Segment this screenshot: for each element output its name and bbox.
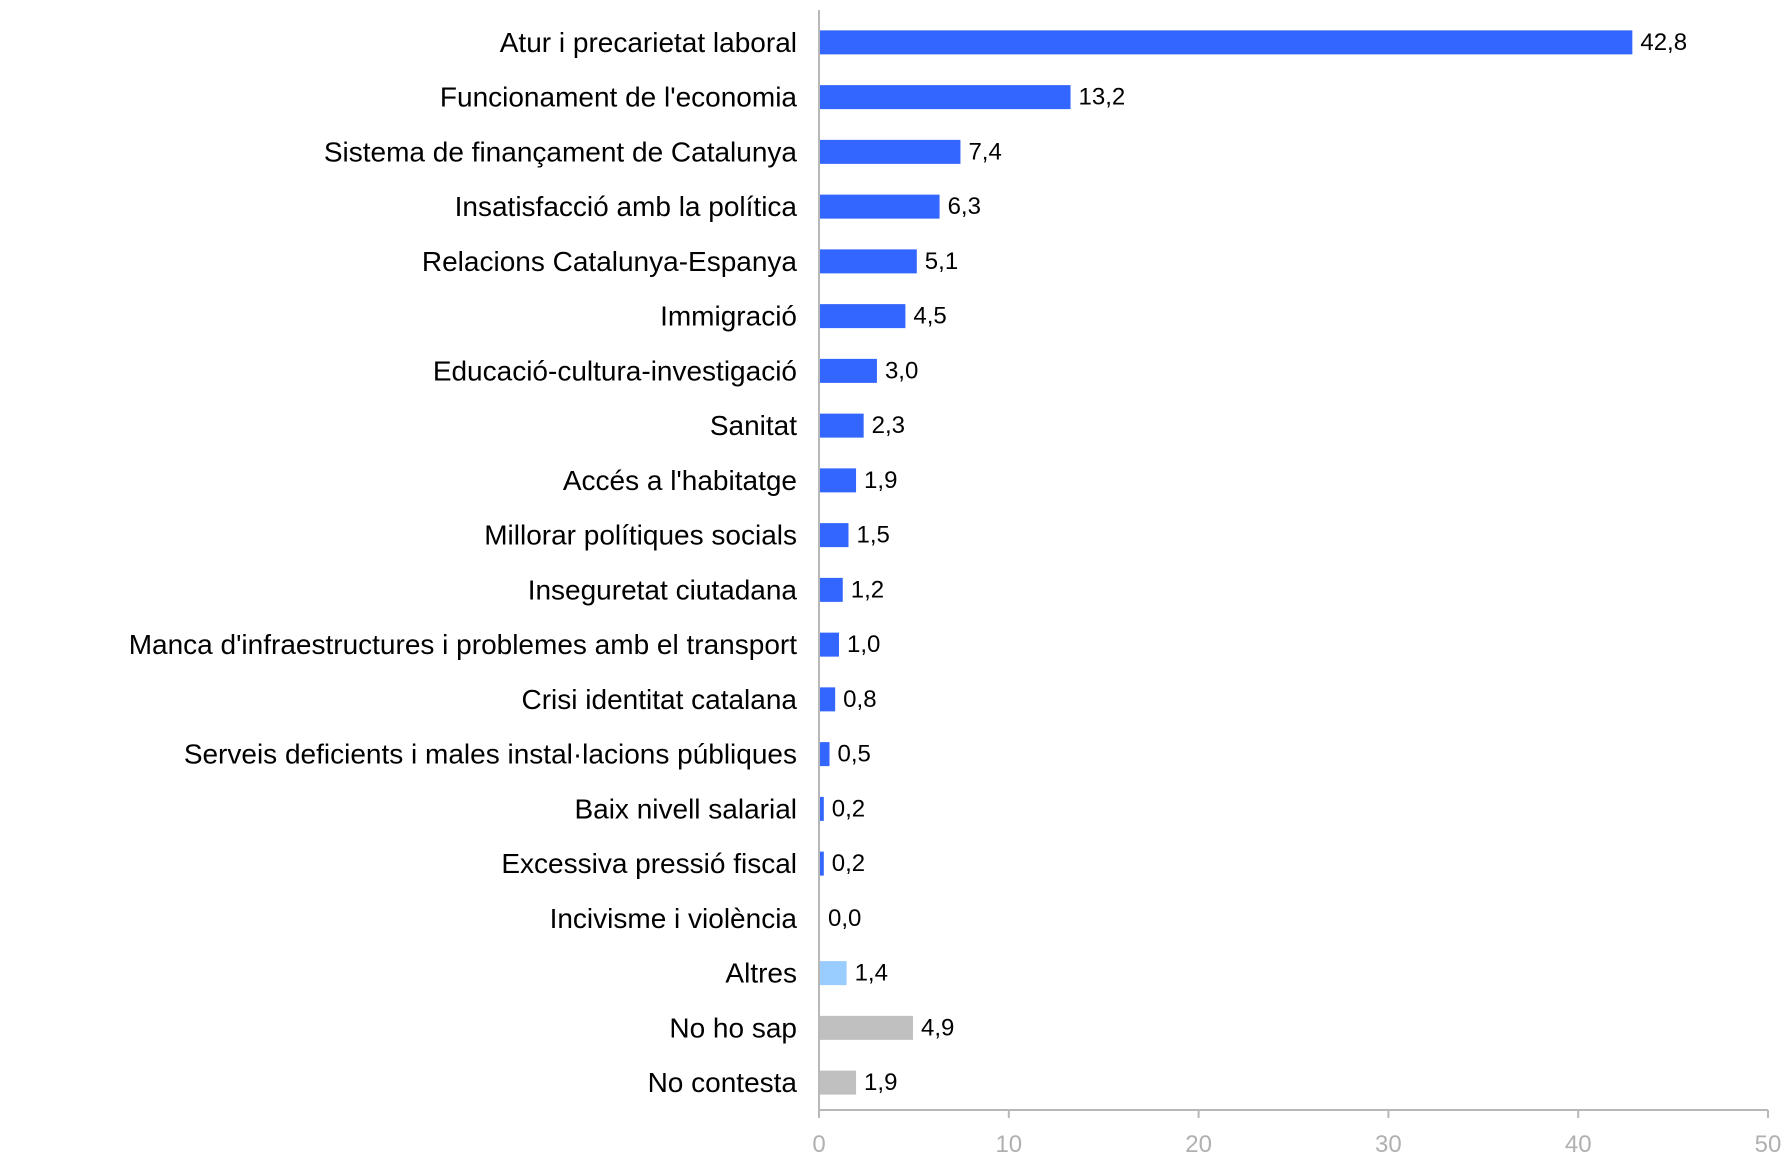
bar <box>820 687 836 712</box>
x-tick-label: 0 <box>812 1131 825 1158</box>
value-label: 5,1 <box>925 248 958 275</box>
bar <box>820 523 849 548</box>
category-label: Educació-cultura-investigació <box>433 355 797 386</box>
category-label: Sistema de finançament de Catalunya <box>324 136 798 167</box>
bar <box>820 796 824 821</box>
category-label: Manca d'infraestructures i problemes amb… <box>129 629 798 660</box>
value-label: 4,5 <box>913 303 946 330</box>
bar <box>820 632 839 657</box>
x-axis-ticks: 0 10 20 30 40 50 <box>812 1110 1781 1158</box>
bar <box>820 1070 857 1095</box>
category-label: Insatisfacció amb la política <box>455 191 798 222</box>
value-label: 1,0 <box>847 631 880 658</box>
category-label: Sanitat <box>710 410 797 441</box>
bar <box>820 194 940 219</box>
x-tick-label: 30 <box>1375 1131 1402 1158</box>
value-label: 1,4 <box>855 960 888 987</box>
category-label: Serveis deficients i males instal·lacion… <box>184 739 797 770</box>
value-label: 7,4 <box>968 138 1001 165</box>
category-label: Excessiva pressió fiscal <box>501 848 797 879</box>
bar <box>820 1015 914 1040</box>
bar <box>820 413 864 438</box>
category-label: Relacions Catalunya-Espanya <box>422 246 798 277</box>
category-label: Baix nivell salarial <box>574 793 797 824</box>
category-label: Atur i precarietat laboral <box>500 27 797 58</box>
value-label: 0,2 <box>832 795 865 822</box>
value-label: 13,2 <box>1079 84 1126 111</box>
category-label: Millorar polítiques socials <box>484 520 797 551</box>
category-label: Altres <box>725 958 797 989</box>
category-label: Crisi identitat catalana <box>522 684 798 715</box>
bar <box>820 961 847 986</box>
bar <box>820 358 877 383</box>
bar <box>820 742 830 767</box>
bar <box>820 304 906 329</box>
x-tick-label: 20 <box>1185 1131 1212 1158</box>
category-label: No ho sap <box>669 1012 797 1043</box>
category-labels: Atur i precarietat laboral Funcionament d… <box>129 27 798 1098</box>
value-label: 2,3 <box>872 412 905 439</box>
bar <box>820 85 1071 110</box>
value-label: 1,9 <box>864 1069 897 1096</box>
x-tick-label: 50 <box>1755 1131 1782 1158</box>
axes <box>818 10 1768 1111</box>
value-label: 0,0 <box>828 905 861 932</box>
value-label: 1,5 <box>856 522 889 549</box>
bars <box>820 30 1633 1095</box>
value-label: 42,8 <box>1640 29 1687 56</box>
value-label: 4,9 <box>921 1014 954 1041</box>
bar <box>820 139 961 164</box>
category-label: Inseguretat ciutadana <box>528 574 798 605</box>
x-tick-label: 10 <box>995 1131 1022 1158</box>
value-label: 6,3 <box>948 193 981 220</box>
value-labels: 42,8 13,2 7,4 6,3 5,1 4,5 3,0 2,3 1,9 1,5 1,2 1,0 0,… <box>828 29 1687 1096</box>
value-label: 0,5 <box>837 741 870 768</box>
value-label: 0,8 <box>843 686 876 713</box>
bar <box>820 577 843 602</box>
category-label: Immigració <box>660 301 797 332</box>
category-label: Funcionament de l'economia <box>440 82 798 113</box>
bar <box>820 30 1633 55</box>
category-label: Accés a l'habitatge <box>563 465 797 496</box>
value-label: 1,2 <box>851 576 884 603</box>
x-tick-label: 40 <box>1565 1131 1592 1158</box>
category-label: Incivisme i violència <box>550 903 798 934</box>
value-label: 3,0 <box>885 357 918 384</box>
category-label: No contesta <box>648 1067 798 1098</box>
bar <box>820 249 917 274</box>
bar <box>820 468 857 493</box>
value-label: 1,9 <box>864 467 897 494</box>
value-label: 0,2 <box>832 850 865 877</box>
bar <box>820 851 824 876</box>
